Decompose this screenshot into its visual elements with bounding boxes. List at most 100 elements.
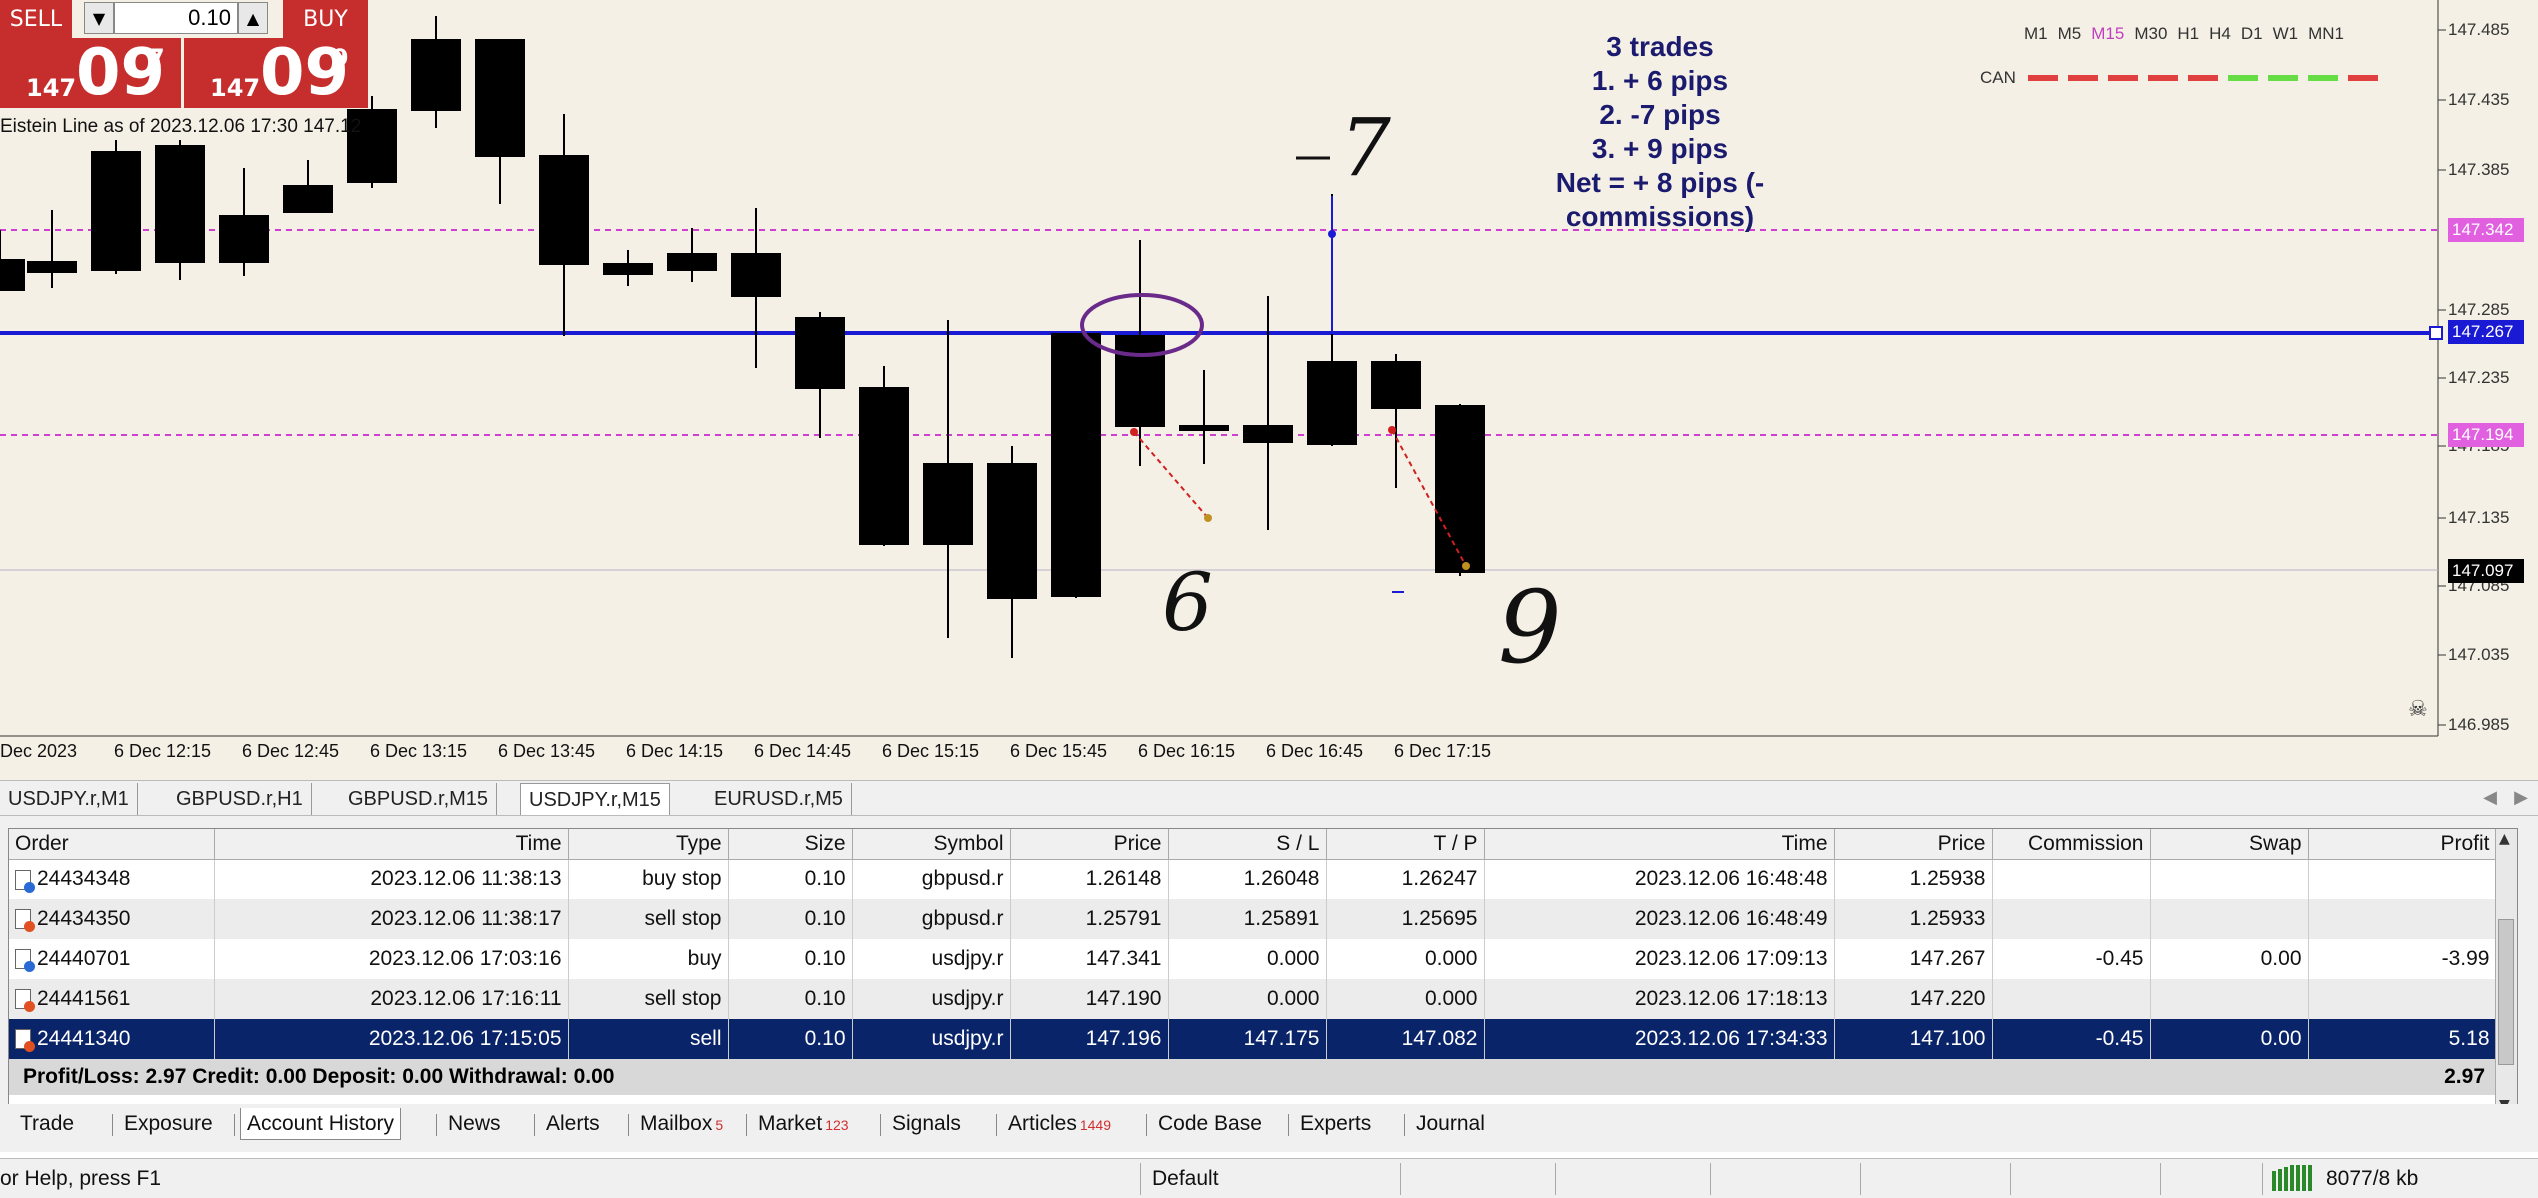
timeframe-m5[interactable]: M5 [2057, 24, 2082, 43]
candle-body [91, 151, 141, 271]
column-header[interactable]: Time [214, 829, 569, 860]
terminal-tab-alerts[interactable]: Alerts [540, 1108, 606, 1140]
table-row[interactable]: 24440701 2023.12.06 17:03:16 buy 0.10 usdjpy… [9, 939, 2497, 979]
terminal-tab-mailbox[interactable]: Mailbox 5 [634, 1108, 729, 1140]
sell-price-sup: 7 [148, 44, 165, 72]
timeframe-h4[interactable]: H4 [2209, 24, 2231, 43]
tab-separator [436, 1114, 437, 1136]
time-axis-label: 6 Dec 15:45 [1010, 741, 1108, 761]
trade-entry-marker [1388, 426, 1396, 434]
column-header[interactable]: Order [9, 829, 215, 860]
terminal-tab-experts[interactable]: Experts [1294, 1108, 1377, 1140]
column-header[interactable]: S / L [1168, 829, 1327, 860]
timeframe-w1[interactable]: W1 [2272, 24, 2299, 43]
price-tag-tp-line: 147.194 [2448, 423, 2524, 447]
timeframe-h1[interactable]: H1 [2177, 24, 2200, 43]
scroll-up-icon[interactable]: ▲ [2499, 831, 2510, 847]
column-header[interactable]: Commission [1992, 829, 2151, 860]
timeframe-d1[interactable]: D1 [2240, 24, 2263, 43]
price-axis-label: 147.035 [2448, 645, 2510, 664]
cell-order: 24441561 [9, 979, 215, 1019]
column-header[interactable]: Price [1010, 829, 1169, 860]
price-axis-label: 147.285 [2448, 300, 2510, 319]
candle-body [0, 259, 25, 291]
terminal-tab-exposure[interactable]: Exposure [118, 1108, 219, 1140]
cell-commission [1992, 899, 2151, 939]
cell-commission [1992, 859, 2151, 899]
column-header[interactable]: Profit [2308, 829, 2497, 860]
terminal-tab-code-base[interactable]: Code Base [1152, 1108, 1268, 1140]
table-row[interactable]: 24434348 2023.12.06 11:38:13 buy stop 0.10 g… [9, 859, 2497, 899]
tab-separator [1146, 1114, 1147, 1136]
terminal-tab-market[interactable]: Market 123 [752, 1108, 855, 1140]
summary-total: 2.97 [2444, 1065, 2485, 1088]
time-axis-label: Dec 2023 [0, 741, 78, 761]
tab-separator [880, 1114, 881, 1136]
column-header[interactable]: T / P [1326, 829, 1485, 860]
timeframe-m15[interactable]: M15 [2091, 24, 2125, 43]
note-line: 3 trades [1606, 31, 1714, 62]
scrollbar-thumb[interactable] [2498, 919, 2514, 1065]
can-indicator-segment [2348, 75, 2378, 81]
table-row[interactable]: 24441340 2023.12.06 17:15:05 sell 0.10 usdjp… [9, 1019, 2497, 1059]
symbol-tab[interactable]: GBPUSD.r,H1 [168, 783, 312, 815]
symbol-tab[interactable]: USDJPY.r,M1 [0, 783, 138, 815]
column-header[interactable]: Type [568, 829, 729, 860]
column-header[interactable]: Price [1834, 829, 1993, 860]
tab-label: Code Base [1158, 1112, 1262, 1135]
terminal-tab-journal[interactable]: Journal [1410, 1108, 1491, 1140]
terminal-tab-trade[interactable]: Trade [14, 1108, 80, 1140]
cell-tp: 0.000 [1326, 939, 1485, 979]
table-row[interactable]: 24441561 2023.12.06 17:16:11 sell stop 0.10… [9, 979, 2497, 1019]
cell-profit: -3.99 [2308, 939, 2497, 979]
price-tag-blue-line: 147.267 [2448, 320, 2524, 344]
buy-price-button[interactable]: 147 09 9 [184, 38, 368, 108]
sell-price-button[interactable]: 147 09 7 [0, 38, 181, 108]
vertical-scrollbar[interactable]: ▲ ▼ [2495, 829, 2517, 1119]
cell-commission: -0.45 [1992, 1019, 2151, 1059]
timeframe-m30[interactable]: M30 [2134, 24, 2168, 43]
timeframe-m1[interactable]: M1 [2024, 24, 2048, 43]
cell-open-time: 2023.12.06 17:03:16 [214, 939, 569, 979]
column-header[interactable]: Time [1484, 829, 1835, 860]
cell-size: 0.10 [728, 899, 853, 939]
chart-area[interactable]: 7 6 9 ☠ SELL ▼ 0.10 ▲ BUY 147 09 7 147 09 9… [0, 0, 2538, 780]
column-header[interactable]: Swap [2150, 829, 2309, 860]
price-tag-sl-line: 147.342 [2448, 218, 2524, 242]
price-axis-label: 147.385 [2448, 160, 2510, 179]
price-axis-label: 147.485 [2448, 20, 2510, 39]
terminal-tab-news[interactable]: News [442, 1108, 507, 1140]
cell-close-time: 2023.12.06 16:48:49 [1484, 899, 1835, 939]
cell-symbol: usdjpy.r [852, 939, 1011, 979]
volume-decrease-icon[interactable]: ▼ [84, 2, 114, 34]
sell-button[interactable]: SELL [0, 0, 72, 38]
cell-tp: 0.000 [1326, 979, 1485, 1019]
price-chart[interactable]: 7 6 9 ☠ [0, 0, 2538, 780]
cell-symbol: usdjpy.r [852, 979, 1011, 1019]
symbol-tab[interactable]: EURUSD.r,M5 [706, 783, 852, 815]
tab-scroll-arrows-icon[interactable]: ◀ ▶ [2483, 787, 2528, 808]
level-line-handle [2429, 326, 2443, 340]
volume-increase-icon[interactable]: ▲ [238, 2, 268, 34]
can-indicator-segment [2028, 75, 2058, 81]
candle-body [1179, 425, 1229, 431]
time-axis-label: 6 Dec 13:15 [370, 741, 468, 761]
column-header[interactable]: Size [728, 829, 853, 860]
symbol-tab[interactable]: USDJPY.r,M15 [520, 783, 670, 815]
buy-button[interactable]: BUY [283, 0, 368, 38]
summary-text: Profit/Loss: 2.97 Credit: 0.00 Deposit: … [23, 1065, 615, 1088]
tab-label: Mailbox [640, 1112, 713, 1135]
column-header[interactable]: Symbol [852, 829, 1011, 860]
symbol-tab[interactable]: GBPUSD.r,M15 [340, 783, 498, 815]
cell-open-time: 2023.12.06 17:16:11 [214, 979, 569, 1019]
cell-tp: 1.25695 [1326, 899, 1485, 939]
timeframe-mn1[interactable]: MN1 [2308, 24, 2345, 43]
terminal-tab-signals[interactable]: Signals [886, 1108, 967, 1140]
terminal-tab-account-history[interactable]: Account History [240, 1108, 402, 1140]
volume-input[interactable]: 0.10 [114, 2, 238, 34]
cell-type: sell stop [568, 979, 729, 1019]
tab-label: Signals [892, 1112, 961, 1135]
terminal-tab-articles[interactable]: Articles 1449 [1002, 1108, 1117, 1140]
table-row[interactable]: 24434350 2023.12.06 11:38:17 sell stop 0.10… [9, 899, 2497, 939]
cell-symbol: gbpusd.r [852, 859, 1011, 899]
